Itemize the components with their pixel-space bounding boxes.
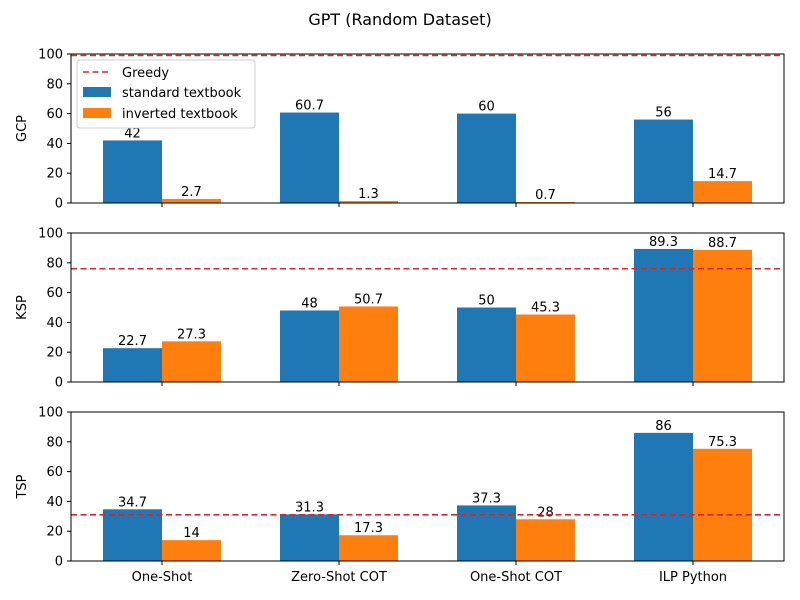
bar <box>103 140 162 203</box>
bar <box>634 432 693 561</box>
data-label: 28 <box>537 505 554 520</box>
legend-box <box>76 59 256 129</box>
data-label: 27.3 <box>177 327 206 342</box>
bar <box>280 514 339 561</box>
y-tick-label: 60 <box>46 107 63 122</box>
y-axis-label: KSP <box>15 295 30 320</box>
data-label: 60 <box>478 100 495 115</box>
subplot-tsp: 34.7 31.3 37.3 86 14 17.3 28 75.3 0 20 40 60 80 100 TS… <box>15 406 785 585</box>
x-tick-label: One-Shot <box>132 570 193 585</box>
subplot-ksp: 22.7 48 50 89.3 27.3 50.7 45.3 88.7 0 20 40 60 80 100… <box>15 227 785 391</box>
bar <box>162 341 221 382</box>
y-tick-label: 0 <box>55 376 63 391</box>
bar <box>103 509 162 561</box>
y-tick-label: 60 <box>46 465 63 480</box>
y-tick-label: 0 <box>55 555 63 570</box>
data-label: 89.3 <box>649 235 678 250</box>
y-tick-label: 100 <box>38 406 63 421</box>
bar <box>457 505 516 561</box>
data-label: 75.3 <box>708 435 737 450</box>
legend-label: standard textbook <box>122 86 242 101</box>
data-label: 60.7 <box>295 99 324 114</box>
data-label: 0.7 <box>535 188 556 203</box>
y-tick-label: 40 <box>46 495 63 510</box>
bar <box>634 119 693 203</box>
data-label: 14 <box>183 526 200 541</box>
legend-swatch <box>83 108 111 118</box>
bar <box>280 112 339 203</box>
y-axis-label: TSP <box>15 474 30 499</box>
data-label: 2.7 <box>181 185 202 200</box>
bar <box>516 201 575 203</box>
bar <box>339 535 398 561</box>
chart-panels: 42 60.7 60 56 2.7 1.3 0.7 14.7 0 20 40 60 80 100 GCP Gr… <box>15 48 785 585</box>
bar <box>103 348 162 382</box>
y-tick-label: 100 <box>38 227 63 242</box>
bar <box>339 306 398 382</box>
axes-frame <box>70 53 785 204</box>
y-tick-label: 80 <box>46 435 63 450</box>
data-label: 50.7 <box>354 292 383 307</box>
y-tick-label: 80 <box>46 77 63 92</box>
y-tick-label: 100 <box>38 48 63 63</box>
data-label: 22.7 <box>118 334 147 349</box>
y-tick-label: 80 <box>46 256 63 271</box>
legend-swatch <box>83 87 111 97</box>
data-label: 17.3 <box>354 521 383 536</box>
chart-title: GPT (Random Dataset) <box>308 10 491 29</box>
bar <box>162 540 221 561</box>
axes-frame <box>70 411 785 562</box>
bar <box>634 248 693 382</box>
data-label: 56 <box>655 106 672 121</box>
data-label: 45.3 <box>531 301 560 316</box>
subplot-gcp: 42 60.7 60 56 2.7 1.3 0.7 14.7 0 20 40 60 80 100 GCP Gr… <box>15 48 785 212</box>
y-tick-label: 20 <box>46 525 63 540</box>
data-label: 48 <box>301 296 318 311</box>
y-axis-label: GCP <box>15 115 30 142</box>
data-label: 88.7 <box>708 236 737 251</box>
y-tick-label: 40 <box>46 316 63 331</box>
y-tick-label: 60 <box>46 286 63 301</box>
y-tick-label: 20 <box>46 167 63 182</box>
bar <box>457 113 516 203</box>
bar <box>162 198 221 203</box>
y-tick-label: 40 <box>46 137 63 152</box>
data-label: 86 <box>655 419 672 434</box>
legend-label: inverted textbook <box>122 107 238 122</box>
data-label: 42 <box>124 126 141 141</box>
y-tick-label: 20 <box>46 346 63 361</box>
bar <box>693 448 752 561</box>
x-tick-label: Zero-Shot COT <box>291 570 387 585</box>
bar <box>693 181 752 203</box>
bar <box>457 307 516 382</box>
bar <box>516 519 575 561</box>
bar <box>693 249 752 382</box>
x-tick-label: ILP Python <box>659 570 727 585</box>
bar <box>280 310 339 382</box>
data-label: 14.7 <box>708 167 737 182</box>
bar <box>516 314 575 382</box>
x-tick-label: One-Shot COT <box>470 570 562 585</box>
y-tick-label: 0 <box>55 197 63 212</box>
data-label: 50 <box>478 294 495 309</box>
data-label: 34.7 <box>118 495 147 510</box>
bar <box>339 201 398 203</box>
legend-label-greedy: Greedy <box>122 66 169 81</box>
data-label: 1.3 <box>358 187 379 202</box>
data-label: 37.3 <box>472 491 501 506</box>
data-label: 31.3 <box>295 500 324 515</box>
axes-frame <box>70 232 785 383</box>
legend: Greedy standard textbook inverted textbook <box>76 59 256 129</box>
